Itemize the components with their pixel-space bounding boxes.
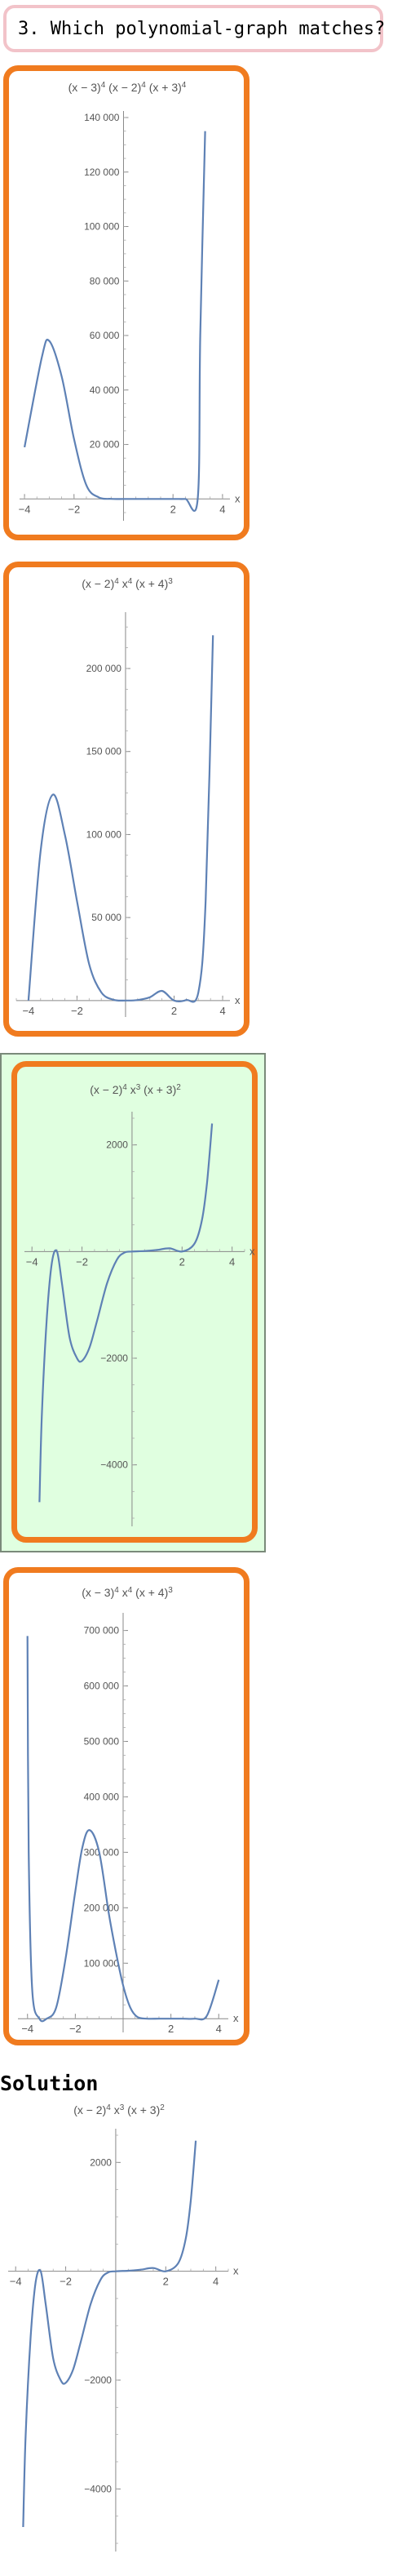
x-tick-label: −4 (10, 2276, 22, 2288)
x-tick-label: −2 (68, 503, 80, 515)
y-tick-label: 600 000 (84, 1681, 120, 1692)
y-tick-label: −4000 (100, 1459, 128, 1471)
x-tick-label: −2 (71, 1005, 83, 1017)
y-tick-label: 2000 (90, 2156, 112, 2168)
polynomial-curve (24, 131, 206, 513)
y-tick-label: 100 000 (84, 1957, 120, 1969)
x-tick-label: −2 (69, 2023, 82, 2035)
y-tick-label: 80 000 (90, 275, 120, 286)
y-tick-label: −2000 (100, 1352, 128, 1364)
solution-title: Solution (0, 2072, 99, 2095)
y-tick-label: 150 000 (86, 746, 122, 757)
y-tick-label: −4000 (84, 2483, 112, 2494)
polynomial-curve (26, 1636, 220, 2023)
option-a-card[interactable] (3, 65, 249, 540)
x-tick-label: 4 (219, 503, 225, 515)
x-axis-label: x (249, 1245, 255, 1257)
y-tick-label: 2000 (106, 1139, 128, 1151)
x-tick-label: −2 (76, 1255, 88, 1268)
x-tick-label: 4 (216, 2023, 222, 2035)
x-tick-label: −2 (60, 2276, 72, 2288)
x-tick-label: 2 (179, 1255, 185, 1268)
x-tick-label: −4 (19, 503, 31, 515)
polynomial-curve (22, 2140, 197, 2528)
y-tick-label: 200 000 (84, 1902, 120, 1913)
y-tick-label: 120 000 (84, 167, 120, 178)
y-tick-label: 200 000 (86, 663, 122, 674)
y-tick-label: 50 000 (91, 912, 121, 923)
y-tick-label: 100 000 (84, 221, 120, 233)
y-tick-label: 60 000 (90, 330, 120, 341)
x-tick-label: 4 (229, 1255, 235, 1268)
polynomial-curve (27, 635, 214, 1003)
x-axis-label: x (233, 2012, 239, 2024)
y-tick-label: 140 000 (84, 112, 120, 123)
chart-title: (x − 2)4 x3 (x + 3)2 (73, 2103, 165, 2117)
option-a-plot: (x − 3)4 (x − 2)4 (x + 3)4 x −4 −2 2 4 20 000 4… (19, 81, 241, 521)
x-tick-label: 4 (219, 1005, 225, 1017)
chart-title: (x − 2)4 x4 (x + 4)3 (82, 577, 173, 591)
x-tick-label: −4 (22, 1005, 34, 1017)
y-tick-label: 700 000 (84, 1625, 120, 1637)
y-tick-label: 100 000 (86, 828, 122, 840)
x-tick-label: 2 (170, 503, 176, 515)
solution-plot: (x − 2)4 x3 (x + 3)2 x −4 −2 2 4 −4000 −2000 200… (8, 2103, 239, 2552)
question-text: 3. Which polynomial-graph matches? (18, 18, 386, 39)
x-tick-label: 4 (213, 2276, 219, 2288)
x-axis-label: x (235, 492, 241, 504)
chart-title: (x − 2)4 x3 (x + 3)2 (90, 1083, 181, 1097)
x-tick-label: 2 (171, 1005, 177, 1017)
y-tick-label: 400 000 (84, 1791, 120, 1802)
option-c-plot: (x − 2)4 x3 (x + 3)2 x −4 −2 2 4 −4000 −2000 200… (24, 1083, 255, 1526)
y-tick-label: −2000 (84, 2374, 112, 2386)
option-d-plot: (x − 3)4 x4 (x + 4)3 x −4 −2 2 4 100 000 200 00… (18, 1586, 239, 2035)
chart-title: (x − 3)4 (x − 2)4 (x + 3)4 (68, 81, 187, 95)
y-tick-label: 300 000 (84, 1846, 120, 1858)
x-tick-label: 2 (163, 2276, 169, 2288)
x-axis-label: x (235, 994, 241, 1006)
polynomial-curve (38, 1123, 214, 1503)
chart-title: (x − 3)4 x4 (x + 4)3 (82, 1586, 173, 1600)
y-tick-label: 40 000 (90, 384, 120, 396)
x-tick-label: −4 (21, 2023, 33, 2035)
x-axis-label: x (233, 2265, 239, 2277)
y-tick-label: 20 000 (90, 439, 120, 451)
x-tick-label: 2 (168, 2023, 174, 2035)
y-tick-label: 500 000 (84, 1735, 120, 1747)
option-d-card[interactable] (3, 1567, 249, 2045)
question-header: 3. Which polynomial-graph matches? (3, 5, 386, 52)
x-tick-label: −4 (26, 1255, 38, 1268)
option-b-plot: (x − 2)4 x4 (x + 4)3 x −4 −2 2 4 50 000 100 000… (15, 577, 241, 1017)
option-c-card[interactable] (11, 1061, 258, 1543)
